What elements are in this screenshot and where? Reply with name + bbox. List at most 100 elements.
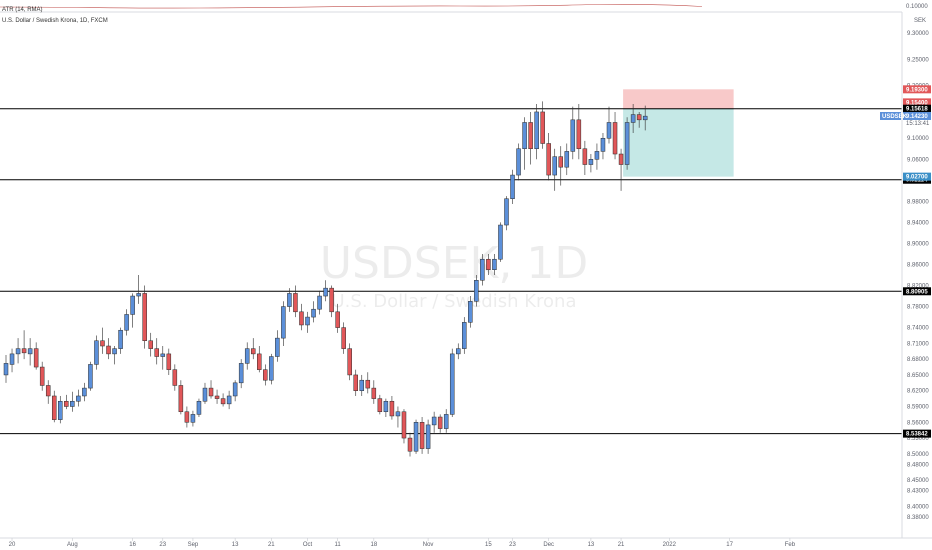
candle-body bbox=[618, 153, 624, 165]
candle-body bbox=[70, 400, 75, 407]
take-profit-zone[interactable] bbox=[623, 108, 734, 177]
candle-body bbox=[238, 363, 244, 384]
x-tick-label-13: Dec bbox=[543, 542, 554, 548]
candle-body bbox=[94, 340, 99, 365]
candle-body bbox=[112, 348, 117, 355]
candle-90 bbox=[546, 132, 551, 181]
candle-20 bbox=[124, 309, 129, 336]
countdown-label: 15:13:41 bbox=[906, 121, 930, 127]
candle-body bbox=[190, 414, 196, 423]
candle-body bbox=[407, 437, 413, 452]
candle-body bbox=[196, 400, 202, 415]
candle-body bbox=[214, 395, 220, 399]
candle-74 bbox=[449, 348, 455, 418]
candle-body bbox=[558, 156, 564, 168]
candle-71 bbox=[431, 411, 437, 433]
candle-23 bbox=[142, 285, 147, 349]
y-tick-label-21: 8.50000 bbox=[907, 452, 929, 458]
candle-103 bbox=[624, 117, 630, 170]
x-tick-label-17: 17 bbox=[726, 542, 733, 548]
candle-10 bbox=[64, 394, 69, 410]
candle-body bbox=[480, 258, 485, 281]
candle-body bbox=[76, 395, 81, 402]
indicator-label: ATR (14, RMA) bbox=[2, 7, 43, 13]
position-zones[interactable] bbox=[623, 89, 734, 177]
time-axis[interactable]: 20 Aug 16 23 Sep 13 21 Oct 11 18 Nov 15 23 Dec 13 21 202… bbox=[0, 537, 932, 548]
candle-body bbox=[226, 395, 232, 405]
candle-40 bbox=[244, 342, 250, 370]
level-tag-3-bg bbox=[903, 429, 931, 438]
x-tick-label-1: Aug bbox=[67, 542, 78, 548]
candle-body bbox=[33, 348, 39, 368]
y-tick-label-25: 8.40000 bbox=[907, 504, 929, 510]
candle-26 bbox=[160, 346, 166, 370]
y-tick-label-17: 8.62000 bbox=[907, 389, 929, 395]
candle-72 bbox=[437, 414, 443, 433]
x-tick-label-9: 18 bbox=[370, 542, 377, 548]
candle-56 bbox=[341, 322, 346, 354]
stop-tag: 9.19300 bbox=[906, 87, 928, 93]
candle-body bbox=[606, 122, 612, 139]
candle-94 bbox=[570, 106, 576, 160]
candle-body bbox=[244, 348, 250, 364]
candle-body bbox=[353, 374, 358, 391]
candle-body bbox=[582, 148, 588, 165]
candle-body bbox=[299, 311, 304, 326]
candle-body bbox=[431, 416, 437, 426]
candle-17 bbox=[106, 338, 111, 360]
candle-body bbox=[329, 287, 334, 313]
candle-58 bbox=[353, 369, 358, 396]
candle-93 bbox=[564, 143, 570, 176]
y-tick-label-10: 8.86000 bbox=[907, 262, 929, 268]
candle-87 bbox=[528, 111, 533, 165]
candle-104 bbox=[630, 104, 636, 133]
indicator-pane[interactable]: ATR (14, RMA) 0.10000 bbox=[0, 4, 928, 13]
candle-5 bbox=[33, 342, 39, 370]
candle-body bbox=[395, 411, 401, 417]
candle-body bbox=[570, 119, 576, 152]
last-price-tag-bg bbox=[903, 111, 931, 120]
candle-21 bbox=[130, 293, 135, 328]
candle-body bbox=[275, 337, 280, 357]
candle-88 bbox=[534, 104, 539, 160]
candle-body bbox=[15, 348, 21, 355]
candle-body bbox=[335, 311, 340, 328]
candle-27 bbox=[166, 348, 172, 375]
candle-9 bbox=[58, 395, 63, 424]
candle-body bbox=[504, 198, 509, 226]
candle-36 bbox=[220, 393, 226, 407]
stop-loss-zone[interactable] bbox=[623, 89, 734, 109]
symbol-tag-bg bbox=[880, 111, 901, 120]
candle-body bbox=[148, 340, 153, 349]
y-tick-label-1: 9.25000 bbox=[907, 57, 929, 63]
candle-0 bbox=[3, 354, 9, 383]
candle-84 bbox=[510, 169, 515, 204]
candle-46 bbox=[281, 301, 286, 347]
candle-1 bbox=[9, 348, 15, 373]
candle-39 bbox=[238, 359, 244, 389]
candle-76 bbox=[462, 317, 467, 354]
level-tag-1: 9.02114 bbox=[906, 178, 928, 184]
candle-11 bbox=[70, 391, 75, 412]
candle-73 bbox=[443, 409, 449, 433]
last-price-tag: 9.14230 bbox=[906, 114, 928, 120]
candle-body bbox=[462, 322, 467, 349]
y-tick-label-0: 9.30000 bbox=[907, 31, 929, 37]
entry-tag-bg bbox=[903, 98, 931, 107]
candle-12 bbox=[76, 389, 81, 407]
candle-body bbox=[21, 348, 27, 354]
candle-60 bbox=[365, 372, 371, 394]
candle-33 bbox=[202, 382, 208, 404]
x-tick-label-18: Feb bbox=[785, 542, 796, 548]
horizontal-levels[interactable] bbox=[0, 108, 902, 435]
candle-body bbox=[443, 414, 449, 429]
candle-48 bbox=[293, 285, 298, 318]
candle-106 bbox=[642, 105, 648, 131]
y-tick-label-11: 8.82000 bbox=[907, 284, 929, 290]
candle-body bbox=[3, 363, 9, 376]
candle-37 bbox=[226, 390, 232, 410]
price-axis[interactable]: 9.300009.250009.200009.150009.100009.060… bbox=[880, 12, 931, 538]
candle-62 bbox=[377, 394, 383, 415]
candle-57 bbox=[347, 343, 352, 381]
